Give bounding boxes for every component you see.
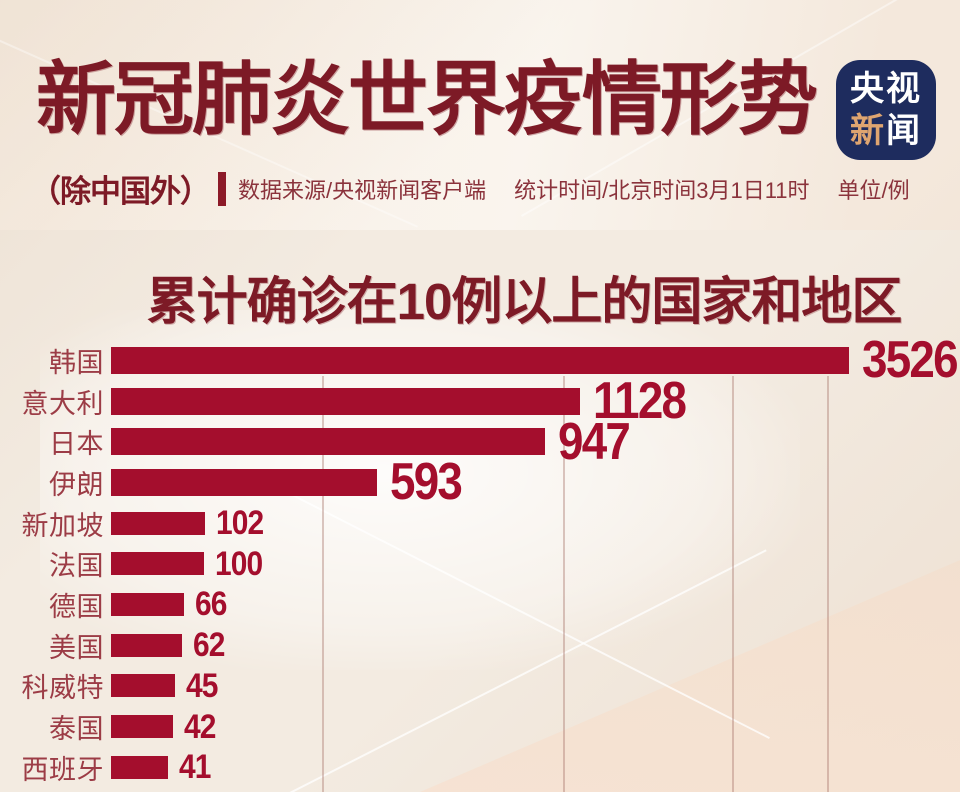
bar-row: 德国 66 bbox=[0, 584, 960, 625]
bar-row: 科威特 45 bbox=[0, 666, 960, 707]
country-label: 泰国 bbox=[49, 714, 104, 745]
value-label: 1128 bbox=[593, 372, 687, 431]
value-bar bbox=[111, 552, 204, 576]
cctv-news-logo: 央视 新闻 bbox=[836, 60, 936, 160]
page-title: 新冠肺炎世界疫情形势 bbox=[36, 55, 818, 144]
stat-time: 统计时间/北京时间3月1日11时 bbox=[514, 177, 810, 203]
bar-row: 意大利 1128 bbox=[0, 375, 960, 427]
value-label: 102 bbox=[216, 504, 264, 543]
value-label: 62 bbox=[193, 626, 225, 665]
unit: 单位/例 bbox=[837, 177, 910, 203]
subtitle-bar: （除中国外） 数据来源/央视新闻客户端 统计时间/北京时间3月1日11时 单位/… bbox=[30, 166, 910, 211]
country-label: 韩国 bbox=[49, 347, 104, 378]
logo-char-wen: 闻 bbox=[886, 112, 922, 150]
country-label: 伊朗 bbox=[49, 469, 104, 500]
logo-line1: 央视 bbox=[850, 69, 922, 108]
bar-row: 日本 947 bbox=[0, 416, 960, 468]
scope-note: （除中国外） bbox=[30, 174, 211, 209]
country-label: 科威特 bbox=[21, 673, 104, 704]
bar-row: 韩国 3526 bbox=[0, 334, 960, 386]
bar-row: 美国 62 bbox=[0, 625, 960, 666]
chart-title: 累计确诊在10例以上的国家和地区 bbox=[146, 273, 903, 330]
logo-line2: 新闻 bbox=[850, 110, 922, 153]
bar-row: 新加坡 102 bbox=[0, 503, 960, 544]
value-bar bbox=[111, 715, 173, 739]
bar-row: 伊朗 593 bbox=[0, 456, 960, 508]
country-label: 意大利 bbox=[21, 388, 104, 419]
value-label: 45 bbox=[186, 666, 218, 705]
value-label: 593 bbox=[390, 453, 463, 512]
value-bar bbox=[111, 755, 168, 779]
logo-char-xin: 新 bbox=[850, 112, 886, 150]
bar-row: 法国 100 bbox=[0, 543, 960, 584]
bar-chart: 韩国 3526 意大利 1128 日本 947 伊朗 593 新加坡 102 法国 100 德国 66 美国… bbox=[0, 334, 960, 788]
value-bar bbox=[111, 346, 849, 374]
value-bar bbox=[111, 674, 175, 698]
value-bar bbox=[111, 468, 377, 496]
value-label: 41 bbox=[179, 748, 211, 787]
value-bar bbox=[111, 592, 184, 616]
country-label: 新加坡 bbox=[21, 510, 104, 541]
separator-bar bbox=[218, 171, 226, 206]
value-label: 3526 bbox=[862, 331, 959, 390]
country-label: 法国 bbox=[49, 551, 104, 582]
value-label: 66 bbox=[195, 585, 227, 624]
value-bar bbox=[111, 387, 580, 415]
value-label: 947 bbox=[558, 412, 631, 471]
value-bar bbox=[111, 511, 205, 535]
bar-row: 泰国 42 bbox=[0, 706, 960, 747]
country-label: 日本 bbox=[49, 429, 104, 460]
country-label: 西班牙 bbox=[21, 754, 104, 785]
value-bar bbox=[111, 428, 545, 456]
bar-row: 西班牙 41 bbox=[0, 747, 960, 788]
country-label: 德国 bbox=[49, 591, 104, 622]
value-bar bbox=[111, 633, 182, 657]
value-label: 42 bbox=[184, 707, 216, 746]
meta-info: 数据来源/央视新闻客户端 统计时间/北京时间3月1日11时 单位/例 bbox=[238, 173, 910, 205]
data-source: 数据来源/央视新闻客户端 bbox=[238, 177, 487, 203]
value-label: 100 bbox=[215, 544, 263, 583]
country-label: 美国 bbox=[49, 632, 104, 663]
